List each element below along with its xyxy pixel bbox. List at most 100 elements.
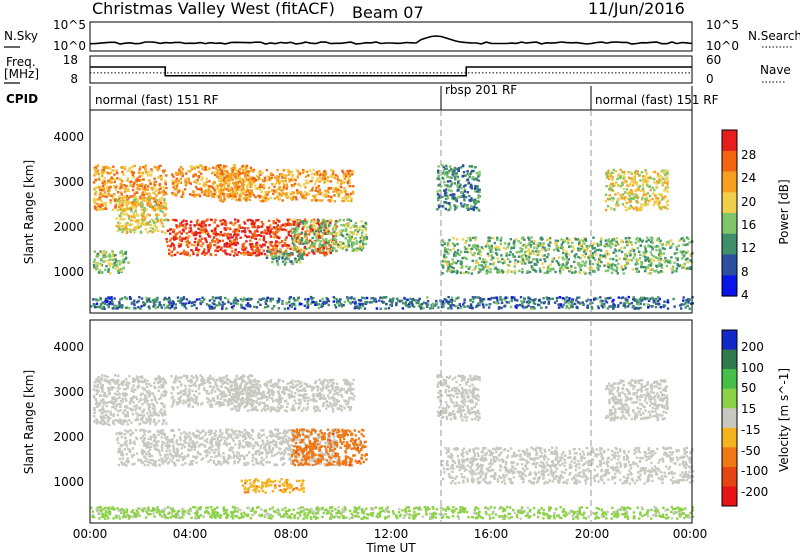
power-cell (112, 194, 115, 197)
power-cell (527, 296, 530, 299)
power-cell (466, 250, 469, 254)
power-cell (284, 229, 288, 232)
power-cell (599, 256, 602, 259)
power-cell (99, 263, 102, 267)
freq-panel: Freq. [MHz] Nave 18 8 60 0 (4, 53, 791, 86)
power-cell (277, 257, 280, 261)
power-cell (202, 166, 206, 169)
power-cell (194, 248, 198, 251)
power-cell (250, 185, 253, 188)
power-cell (643, 253, 647, 256)
power-cell (299, 184, 302, 188)
power-cell (229, 241, 232, 244)
power-cell (515, 306, 518, 309)
power-cell (151, 206, 155, 209)
power-cell (158, 207, 161, 210)
power-cell (635, 258, 639, 261)
power-cell (200, 178, 203, 182)
power-cell (94, 193, 97, 197)
power-cell (265, 232, 268, 235)
power-cell (121, 170, 124, 174)
power-cell (218, 239, 222, 243)
power-cell (213, 188, 216, 191)
power-cell (174, 234, 177, 238)
power-cell (539, 258, 542, 261)
power-cell (598, 258, 601, 261)
power-cell (516, 299, 519, 302)
power-cell (217, 165, 221, 169)
power-cell (193, 303, 196, 307)
power-cell (129, 229, 132, 232)
power-cell (247, 178, 250, 182)
power-cell (485, 269, 489, 272)
power-cell (258, 234, 261, 237)
power-cell (661, 243, 664, 246)
power-cell (614, 242, 617, 246)
power-cell (665, 264, 669, 268)
power-cell (129, 205, 133, 209)
power-cell (452, 247, 455, 250)
power-cell (424, 302, 428, 305)
power-cell (508, 264, 511, 267)
power-cell (289, 197, 293, 201)
power-cell (547, 254, 550, 257)
power-cell (642, 175, 645, 178)
power-cell (624, 299, 627, 302)
power-cell (209, 244, 212, 247)
power-cell (514, 298, 517, 301)
power-cell (247, 172, 250, 175)
power-cell (120, 185, 123, 188)
power-cell (608, 305, 611, 308)
power-cell (605, 173, 608, 176)
power-cell (291, 252, 294, 255)
power-cell (459, 166, 463, 169)
power-cell (313, 196, 316, 199)
power-cell (551, 257, 554, 261)
power-cell (659, 253, 663, 257)
power-cell (231, 181, 235, 185)
power-cell (236, 242, 239, 245)
power-cell (271, 257, 275, 261)
power-cell (104, 268, 107, 272)
power-cell (639, 302, 642, 305)
power-cell (234, 218, 237, 221)
power-cell (625, 208, 628, 212)
power-cell (155, 198, 158, 202)
power-cell (229, 176, 233, 179)
power-cell (495, 296, 499, 299)
power-cell (525, 305, 528, 309)
power-cell (338, 179, 341, 182)
power-cell (138, 168, 141, 171)
power-cell (311, 241, 314, 244)
power-cell (656, 180, 659, 183)
power-cell (624, 255, 627, 258)
power-cell (246, 219, 250, 222)
power-cell (207, 192, 211, 196)
power-cell (102, 256, 105, 259)
power-cell (247, 227, 250, 230)
power-cell (216, 245, 220, 249)
power-cell (623, 175, 626, 178)
power-cell (142, 197, 145, 200)
power-cell (308, 189, 312, 193)
power-cell (290, 302, 294, 306)
power-cell (662, 169, 665, 172)
power-cell (113, 305, 117, 308)
power-cell (284, 195, 287, 198)
power-cell (437, 306, 440, 309)
power-cell (522, 260, 525, 264)
power-cell (524, 244, 527, 247)
freq-label-line2: [MHz] (4, 67, 39, 81)
power-cell (200, 172, 203, 175)
power-cell (94, 298, 98, 301)
power-cell (611, 305, 615, 308)
power-cell (278, 192, 281, 195)
power-cell (101, 301, 105, 304)
power-cell (324, 220, 328, 224)
power-cell (183, 249, 186, 252)
power-cell (622, 177, 625, 180)
power-cell (537, 244, 540, 248)
power-cell (300, 193, 303, 196)
power-cell (334, 222, 337, 225)
power-cell (116, 269, 120, 273)
